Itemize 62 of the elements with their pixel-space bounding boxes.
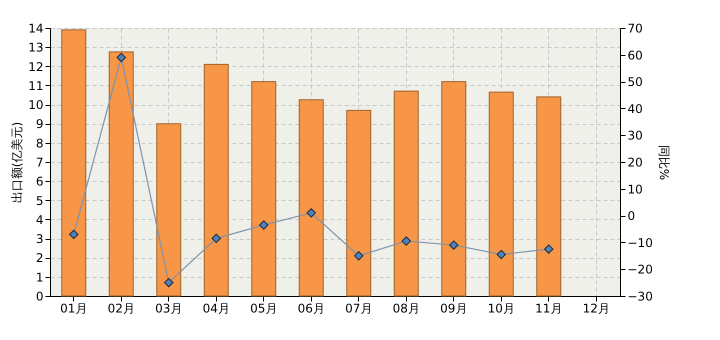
bar — [108, 51, 134, 296]
y-tick-label: 13 — [28, 40, 44, 55]
y-tick-label: 10 — [28, 98, 44, 112]
y-tick-label: 8 — [36, 136, 44, 150]
point — [544, 244, 554, 254]
y2-tick-label: 10 — [628, 182, 643, 196]
x-tick-label: 05月 — [250, 302, 278, 316]
y2-tick-label: 40 — [628, 102, 643, 116]
y-tick-label: 12 — [28, 60, 44, 74]
y-tick-label: 7 — [36, 156, 44, 170]
x-tick-label: 01月 — [60, 302, 88, 316]
y-tick-label: 1 — [36, 270, 44, 284]
x-tick-label: 04月 — [202, 302, 230, 316]
bar — [441, 81, 466, 296]
bar — [61, 29, 86, 296]
y-tick-label: 11 — [28, 78, 44, 93]
y2-tick-label: −20 — [628, 262, 653, 277]
bar — [488, 92, 514, 296]
y2-tick-label: 50 — [628, 75, 643, 90]
x-tick-label: 09月 — [440, 302, 468, 316]
x-tick-label: 07月 — [345, 302, 372, 316]
y2-tick-label: 0 — [628, 209, 636, 224]
y2-tick-label: 70 — [628, 22, 643, 36]
point — [116, 52, 126, 62]
x-tick-label: 02月 — [108, 302, 135, 316]
bar — [251, 81, 276, 296]
x-tick-label: 11月 — [535, 302, 562, 316]
point — [69, 230, 78, 240]
x-tick-label: 06月 — [298, 302, 325, 316]
y2-tick-label: 20 — [628, 156, 643, 170]
y-tick-label: 3 — [36, 232, 44, 246]
point — [259, 220, 268, 230]
bar — [204, 64, 229, 296]
point — [402, 236, 411, 246]
point — [354, 251, 364, 260]
point — [212, 234, 221, 244]
y-tick-label: 5 — [36, 194, 44, 208]
y2-axis-title: 同比% — [656, 144, 671, 180]
bar — [346, 110, 372, 296]
y-tick-label: 0 — [36, 290, 44, 304]
y-tick-label: 14 — [28, 22, 44, 36]
y-tick-label: 2 — [36, 251, 44, 266]
y2-tick-label: −30 — [628, 290, 653, 304]
point — [164, 278, 174, 288]
y2-tick-label: 30 — [628, 128, 643, 143]
y-tick-label: 9 — [36, 117, 44, 132]
point — [496, 250, 506, 260]
point — [306, 208, 316, 218]
x-tick-label: 08月 — [392, 302, 420, 316]
x-tick-label: 10月 — [488, 302, 515, 316]
bar — [156, 123, 182, 296]
y2-tick-label: 60 — [628, 48, 643, 62]
bar — [298, 99, 324, 296]
point — [449, 240, 458, 250]
y2-tick-label: −10 — [628, 236, 653, 250]
y-tick-label: 4 — [36, 212, 44, 227]
bar — [394, 90, 419, 296]
y-axis-title: 出口额(亿美元) — [10, 122, 24, 204]
y-tick-label: 6 — [36, 174, 44, 189]
x-tick-label: 12月 — [582, 302, 610, 316]
x-tick-label: 03月 — [155, 302, 182, 316]
bar — [536, 96, 562, 296]
